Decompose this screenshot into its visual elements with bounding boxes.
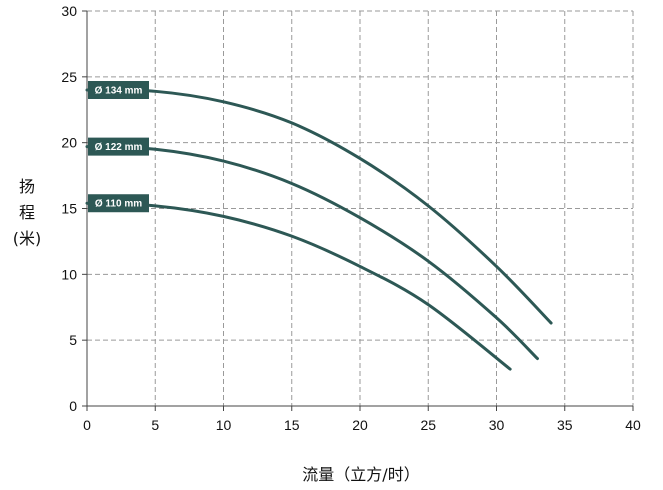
y-tick-label: 25 — [61, 69, 77, 85]
series-label-text: Ø 110 mm — [95, 199, 142, 210]
y-tick-label: 20 — [61, 135, 77, 151]
series-label-text: Ø 122 mm — [95, 142, 143, 153]
x-axis-title: 流量（立方/时） — [302, 465, 419, 484]
y-axis-title-line: 程 — [19, 203, 35, 222]
x-tick-label: 0 — [83, 417, 91, 433]
y-tick-label: 0 — [69, 398, 77, 414]
grid — [87, 10, 634, 406]
y-tick-label: 5 — [69, 332, 77, 348]
series-curves — [85, 88, 553, 371]
series-curve — [85, 88, 553, 325]
y-tick-label: 30 — [61, 3, 77, 19]
x-tick-label: 40 — [625, 417, 641, 433]
x-tick-label: 15 — [284, 417, 300, 433]
series-label-badge — [88, 81, 149, 99]
y-axis-title: 扬程 (米) — [13, 177, 42, 248]
x-tick-label: 5 — [151, 417, 159, 433]
x-tick-labels: 0 5 10 15 20 25 30 35 40 — [83, 417, 641, 433]
y-axis-title-line: 扬 — [19, 177, 35, 196]
series-label-badge — [88, 137, 149, 156]
y-tick-label: 10 — [61, 266, 77, 282]
x-tick-label: 35 — [557, 417, 573, 433]
x-tick-label: 25 — [420, 417, 436, 433]
series-curve — [85, 145, 539, 361]
series-labels: Ø 134 mm Ø 122 mm Ø 110 mm — [88, 81, 149, 213]
x-tick-label: 30 — [489, 417, 505, 433]
y-axis-title-line: (米) — [13, 229, 42, 248]
series-curve — [85, 201, 512, 371]
series-label-badge — [88, 194, 149, 213]
series-label-text: Ø 134 mm — [95, 86, 143, 97]
axes — [82, 10, 634, 411]
y-tick-labels: 0 5 10 15 20 25 30 — [61, 3, 77, 414]
y-tick-label: 15 — [61, 201, 77, 217]
x-tick-label: 10 — [216, 417, 232, 433]
x-tick-label: 20 — [352, 417, 368, 433]
